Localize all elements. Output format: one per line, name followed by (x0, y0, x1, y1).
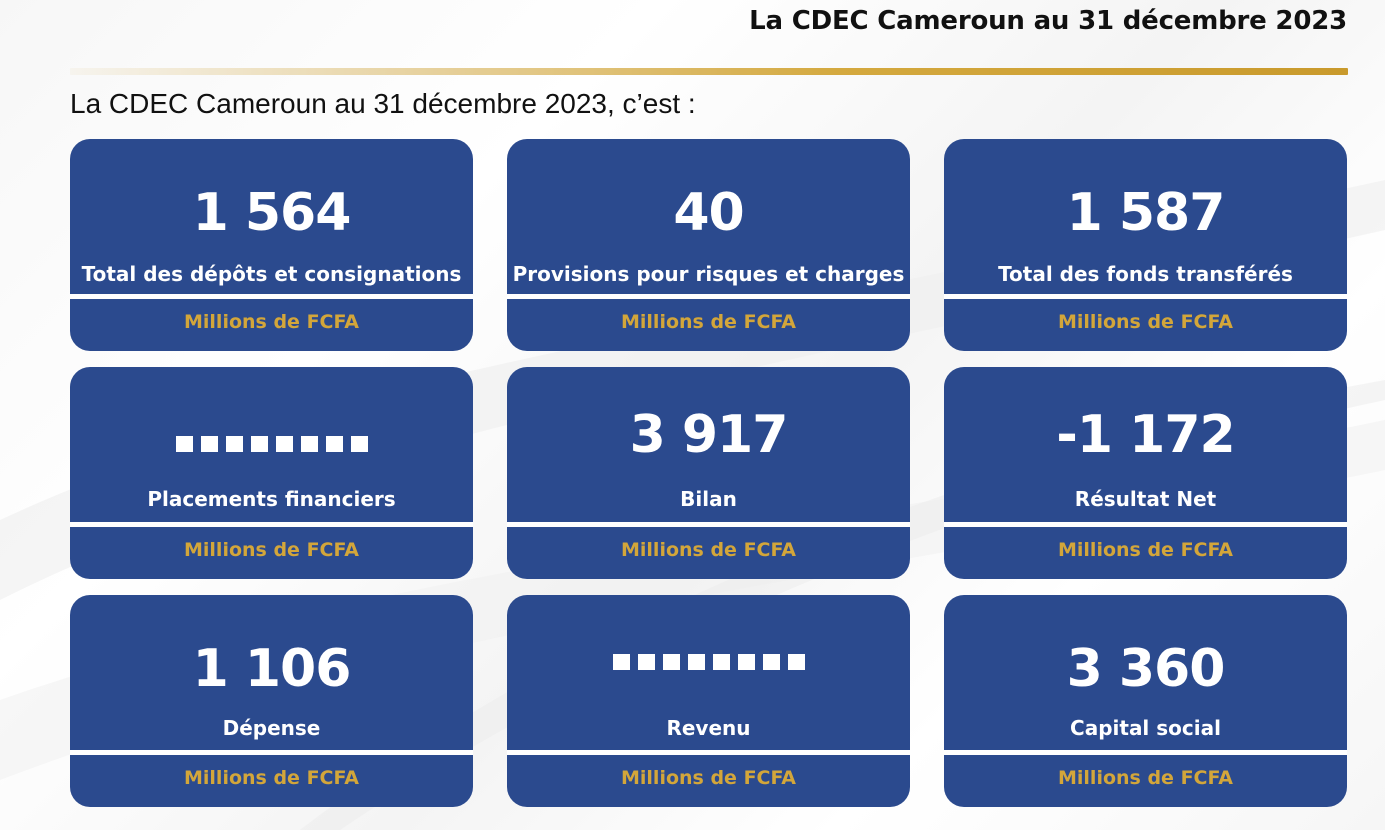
stat-unit: Millions de FCFA (184, 311, 359, 333)
stat-unit: Millions de FCFA (621, 311, 796, 333)
stat-unit: Millions de FCFA (1058, 539, 1233, 561)
card-divider (70, 750, 473, 755)
redacted-value-icon (175, 414, 368, 474)
intro-text: La CDEC Cameroun au 31 décembre 2023, c’… (70, 88, 696, 119)
stat-unit: Millions de FCFA (1058, 311, 1233, 333)
stat-value: 3 360 (1066, 639, 1226, 699)
stat-value: 3 917 (629, 405, 789, 465)
stats-grid: 1 564 Total des dépôts et consignations … (70, 139, 1347, 807)
stat-label: Provisions pour risques et charges (512, 262, 905, 286)
stat-card-fonds-transferes: 1 587 Total des fonds transférés Million… (944, 139, 1347, 351)
stat-value: 1 587 (1066, 183, 1226, 243)
stat-label: Capital social (1070, 716, 1221, 740)
stat-value-masked (507, 623, 910, 683)
card-divider (944, 522, 1347, 527)
stat-label: Revenu (666, 716, 751, 740)
stat-card-resultat-net: -1 172 Résultat Net Millions de FCFA (944, 367, 1347, 579)
stat-card-bilan: 3 917 Bilan Millions de FCFA (507, 367, 910, 579)
stat-card-depense: 1 106 Dépense Millions de FCFA (70, 595, 473, 807)
card-divider (507, 522, 910, 527)
stat-value: 40 (673, 183, 744, 243)
stat-label: Dépense (222, 716, 321, 740)
stat-value: 1 106 (192, 639, 352, 699)
stat-card-provisions: 40 Provisions pour risques et charges Mi… (507, 139, 910, 351)
gold-divider (70, 68, 1348, 75)
stat-value: -1 172 (1056, 405, 1235, 465)
card-divider (70, 294, 473, 299)
stat-unit: Millions de FCFA (621, 539, 796, 561)
redacted-value-icon (612, 632, 805, 692)
stat-card-placements: Placements financiers Millions de FCFA (70, 367, 473, 579)
stat-label: Résultat Net (1074, 487, 1217, 511)
card-divider (944, 750, 1347, 755)
stat-unit: Millions de FCFA (1058, 767, 1233, 789)
card-divider (944, 294, 1347, 299)
stat-value-masked (70, 405, 473, 465)
card-divider (70, 522, 473, 527)
card-divider (507, 294, 910, 299)
stat-label: Bilan (680, 487, 737, 511)
stat-label: Placements financiers (147, 487, 396, 511)
stat-unit: Millions de FCFA (184, 539, 359, 561)
card-divider (507, 750, 910, 755)
page-title: La CDEC Cameroun au 31 décembre 2023 (749, 6, 1347, 36)
stat-unit: Millions de FCFA (621, 767, 796, 789)
stat-unit: Millions de FCFA (184, 767, 359, 789)
stat-value: 1 564 (192, 183, 352, 243)
stat-card-depots: 1 564 Total des dépôts et consignations … (70, 139, 473, 351)
stat-label: Total des fonds transférés (998, 262, 1293, 286)
stat-card-capital-social: 3 360 Capital social Millions de FCFA (944, 595, 1347, 807)
stat-card-revenu: Revenu Millions de FCFA (507, 595, 910, 807)
stat-label: Total des dépôts et consignations (81, 262, 462, 286)
